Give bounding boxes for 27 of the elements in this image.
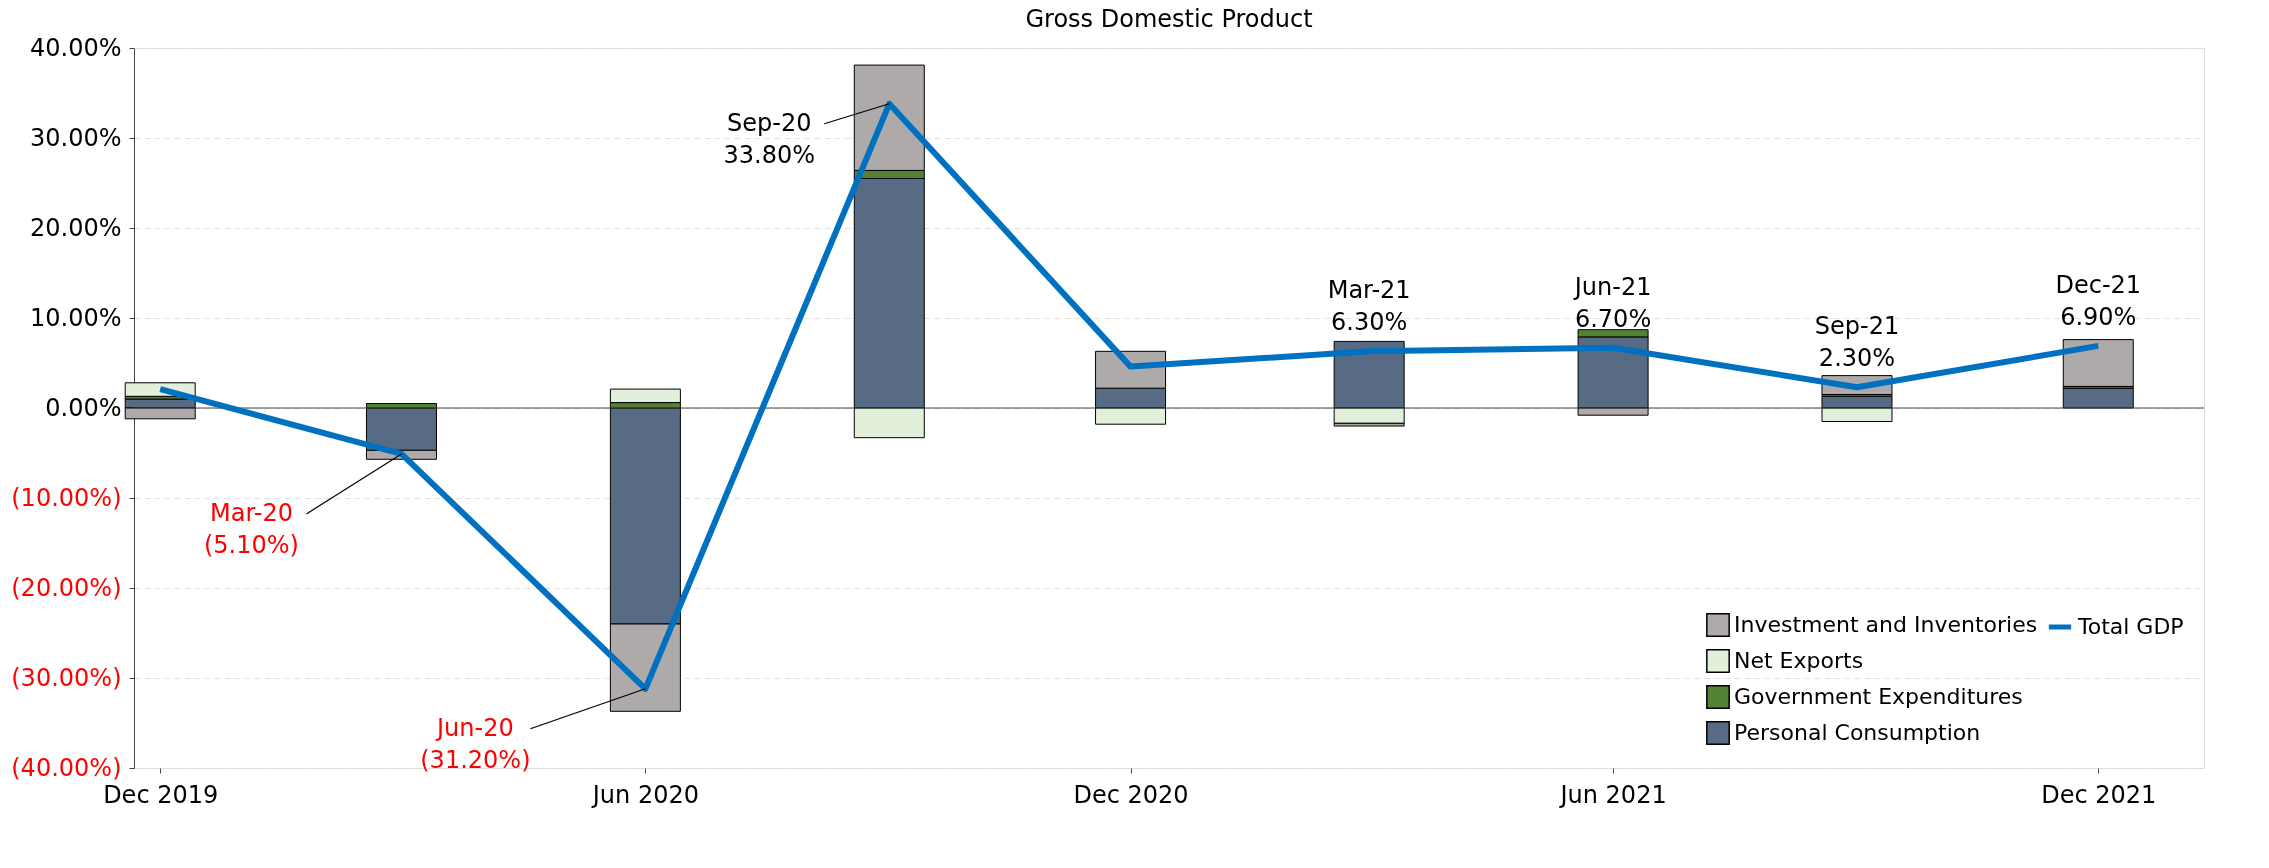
legend-label: Total GDP — [2077, 614, 2184, 639]
annotation: Jun-20 (31.20%) — [420, 713, 531, 774]
annotation: Mar-20 (5.10%) — [203, 498, 299, 559]
x-tick-label: Dec 2021 — [2041, 780, 2157, 809]
annotation: Sep-20 33.80% — [723, 108, 816, 169]
y-tick-label: (10.00%) — [11, 483, 122, 512]
chart-title: Gross Domestic Product — [1025, 5, 1313, 33]
x-tick-label: Dec 2020 — [1073, 780, 1189, 809]
y-tick-label: (20.00%) — [11, 573, 122, 602]
legend-label: Government Expenditures — [1734, 684, 2023, 709]
y-tick-label: 10.00% — [29, 303, 122, 332]
legend-label: Investment and Inventories — [1734, 612, 2038, 637]
y-tick-label: 20.00% — [29, 213, 122, 242]
y-tick-label: 30.00% — [29, 123, 122, 152]
annotation: Dec-21 6.90% — [2055, 270, 2142, 331]
annotation: Jun-21 6.70% — [1572, 272, 1652, 333]
y-tick-label: (30.00%) — [11, 663, 122, 692]
y-tick-label: (40.00%) — [11, 753, 122, 782]
annotation: Sep-21 2.30% — [1814, 312, 1900, 373]
x-tick-label: Jun 2021 — [1558, 780, 1667, 809]
legend-label: Personal Consumption — [1734, 720, 1981, 745]
y-tick-label: 40.00% — [29, 33, 122, 62]
legend-label: Net Exports — [1734, 648, 1864, 673]
x-tick-label: Jun 2020 — [590, 780, 699, 809]
y-tick-label: 0.00% — [45, 393, 122, 422]
x-tick-label: Dec 2019 — [103, 780, 219, 809]
annotation: Mar-21 6.30% — [1327, 276, 1411, 337]
